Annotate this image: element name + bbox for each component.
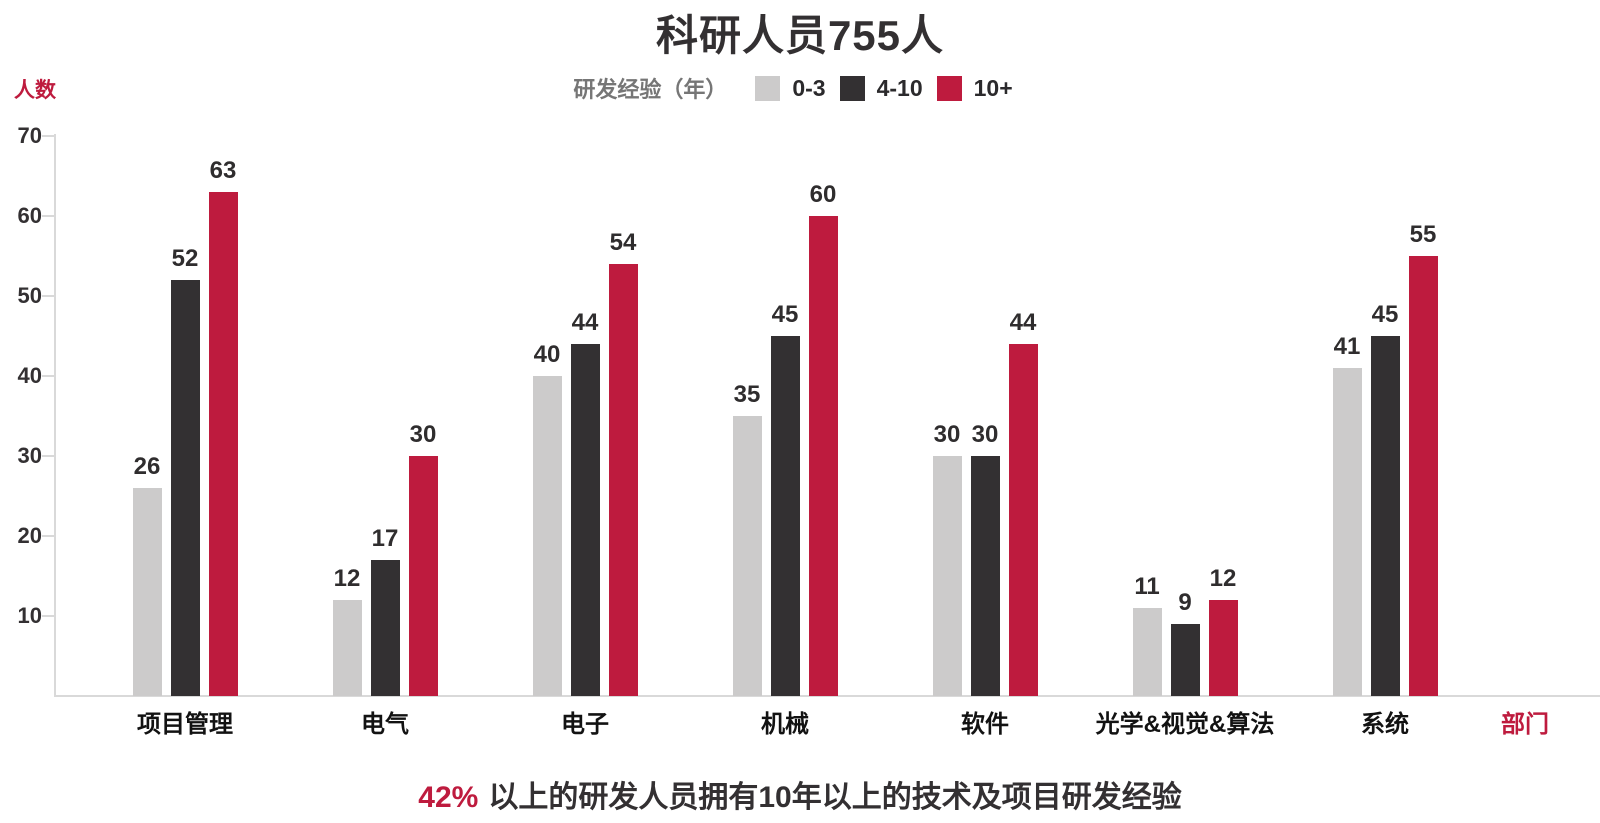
bar-10+ — [1408, 256, 1438, 696]
bar-4-10 — [1170, 624, 1200, 696]
footnote-text: 以上的研发人员拥有10年以上的技术及项目研发经验 — [488, 781, 1182, 814]
footnote-highlight: 42% — [418, 781, 479, 814]
y-tick-label: 20 — [17, 523, 42, 548]
bar-value-label: 9 — [1178, 589, 1192, 616]
bar-value-label: 45 — [771, 301, 799, 328]
bar-value-label: 55 — [1409, 221, 1437, 248]
legend: 研发经验（年） 0-3 4-10 10+ — [0, 72, 1600, 104]
bar-4-10 — [170, 280, 200, 696]
bar-value-label: 30 — [409, 421, 437, 448]
bar-value-label: 26 — [133, 453, 161, 480]
category-label: 软件 — [961, 711, 1009, 738]
bar-4-10 — [970, 456, 1000, 696]
category-label: 光学&视觉&算法 — [1095, 711, 1275, 738]
bar-value-label: 63 — [209, 157, 237, 184]
y-axis-title: 人数 — [14, 79, 56, 102]
y-tick-label: 70 — [17, 123, 42, 148]
legend-item: 4-10 — [839, 74, 923, 102]
bar-value-label: 12 — [333, 565, 361, 592]
legend-swatch — [936, 75, 962, 101]
bar-value-label: 52 — [171, 245, 199, 272]
bar-value-label: 11 — [1134, 573, 1160, 600]
bar-value-label: 40 — [533, 341, 561, 368]
legend-swatch — [839, 75, 865, 101]
legend-item-label: 10+ — [973, 74, 1013, 101]
legend-title: 研发经验（年） — [573, 77, 728, 102]
bar-0-3 — [932, 456, 962, 696]
bar-value-label: 54 — [609, 229, 637, 256]
category-label: 电子 — [561, 711, 609, 738]
bar-0-3 — [1132, 608, 1162, 696]
bar-0-3 — [132, 488, 162, 696]
bar-4-10 — [370, 560, 400, 696]
y-tick-mark — [42, 535, 55, 537]
bar-0-3 — [1332, 368, 1362, 696]
category-label: 电气 — [361, 711, 409, 738]
y-tick-label: 50 — [17, 283, 42, 308]
bar-0-3 — [332, 600, 362, 696]
bar-4-10 — [770, 336, 800, 696]
y-tick-label: 10 — [17, 603, 42, 628]
bar-10+ — [608, 264, 638, 696]
legend-item: 0-3 — [755, 74, 826, 102]
legend-items: 0-3 4-10 10+ — [755, 75, 1026, 102]
chart-title: 科研人员755人 — [655, 12, 945, 59]
bar-0-3 — [732, 416, 762, 696]
y-axis-line — [54, 134, 56, 696]
bar-value-label: 44 — [571, 309, 599, 336]
bar-value-label: 35 — [733, 381, 761, 408]
legend-item-label: 0-3 — [792, 74, 826, 101]
y-tick-label: 40 — [17, 363, 42, 388]
y-tick-mark — [42, 215, 55, 217]
y-tick-mark — [42, 615, 55, 617]
bar-value-label: 45 — [1371, 301, 1399, 328]
category-label: 系统 — [1361, 711, 1409, 738]
legend-item: 10+ — [936, 74, 1013, 102]
bar-value-label: 12 — [1209, 565, 1237, 592]
legend-swatch — [755, 75, 781, 101]
bar-10+ — [1008, 344, 1038, 696]
y-tick-mark — [42, 455, 55, 457]
footnote: 42% 以上的研发人员拥有10年以上的技术及项目研发经验 — [0, 772, 1600, 816]
bar-4-10 — [1370, 336, 1400, 696]
bar-4-10 — [570, 344, 600, 696]
category-label: 机械 — [761, 711, 809, 738]
bar-10+ — [208, 192, 238, 696]
y-tick-label: 30 — [17, 443, 42, 468]
bar-value-label: 60 — [809, 181, 837, 208]
bar-value-label: 30 — [971, 421, 999, 448]
bar-10+ — [408, 456, 438, 696]
bar-10+ — [808, 216, 838, 696]
bar-0-3 — [532, 376, 562, 696]
y-tick-mark — [42, 295, 55, 297]
bar-value-label: 44 — [1009, 309, 1037, 336]
x-axis-line — [54, 695, 1600, 697]
y-tick-mark — [42, 375, 55, 377]
bar-value-label: 30 — [933, 421, 961, 448]
bar-10+ — [1208, 600, 1238, 696]
x-axis-title: 部门 — [1501, 711, 1549, 738]
legend-item-label: 4-10 — [876, 74, 923, 101]
bar-value-label: 17 — [371, 525, 399, 552]
bar-value-label: 41 — [1333, 333, 1361, 360]
category-label: 项目管理 — [137, 711, 233, 738]
y-tick-label: 60 — [17, 203, 42, 228]
y-tick-mark — [42, 135, 55, 137]
